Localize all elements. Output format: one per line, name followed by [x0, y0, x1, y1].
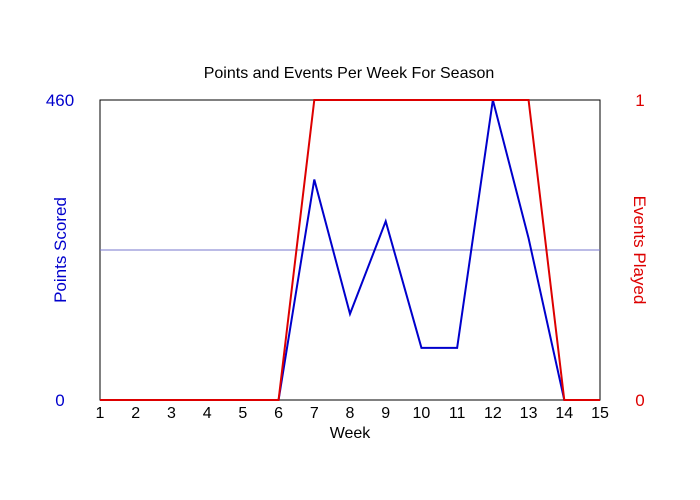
x-tick-label: 11	[449, 405, 466, 422]
x-tick-label: 4	[203, 405, 212, 422]
x-tick-label: 10	[413, 405, 431, 422]
right-tick-label: 1	[635, 91, 644, 110]
x-tick-label: 3	[167, 405, 176, 422]
x-tick-label: 12	[484, 405, 502, 422]
plot-area	[99, 99, 601, 401]
x-tick-label: 7	[310, 405, 319, 422]
series-layer	[100, 99, 600, 401]
right-tick-labels: 01	[635, 91, 644, 410]
right-tick-label: 0	[635, 391, 644, 410]
x-tick-label: 15	[591, 405, 609, 422]
left-tick-labels: 0 460	[46, 91, 74, 410]
x-tick-label: 1	[96, 405, 105, 422]
right-axis-label: Events Played	[630, 196, 649, 305]
left-tick-label: 460	[46, 91, 74, 110]
x-tick-label: 13	[520, 405, 538, 422]
x-tick-label: 14	[555, 405, 573, 422]
x-tick-label: 9	[381, 405, 390, 422]
x-tick-label: 2	[131, 405, 140, 422]
x-tick-label: 8	[346, 405, 355, 422]
x-tick-labels: 1 2 3 4 5 6 7 8 9 10 11 12 13 14 15	[96, 405, 609, 422]
chart-title: Points and Events Per Week For Season	[204, 65, 495, 82]
left-axis-label: Points Scored	[51, 197, 70, 303]
x-axis-label: Week	[330, 425, 372, 442]
series-line-events-played	[100, 99, 600, 401]
x-tick-label: 5	[238, 405, 247, 422]
left-tick-label: 0	[55, 391, 64, 410]
x-tick-label: 6	[274, 405, 283, 422]
